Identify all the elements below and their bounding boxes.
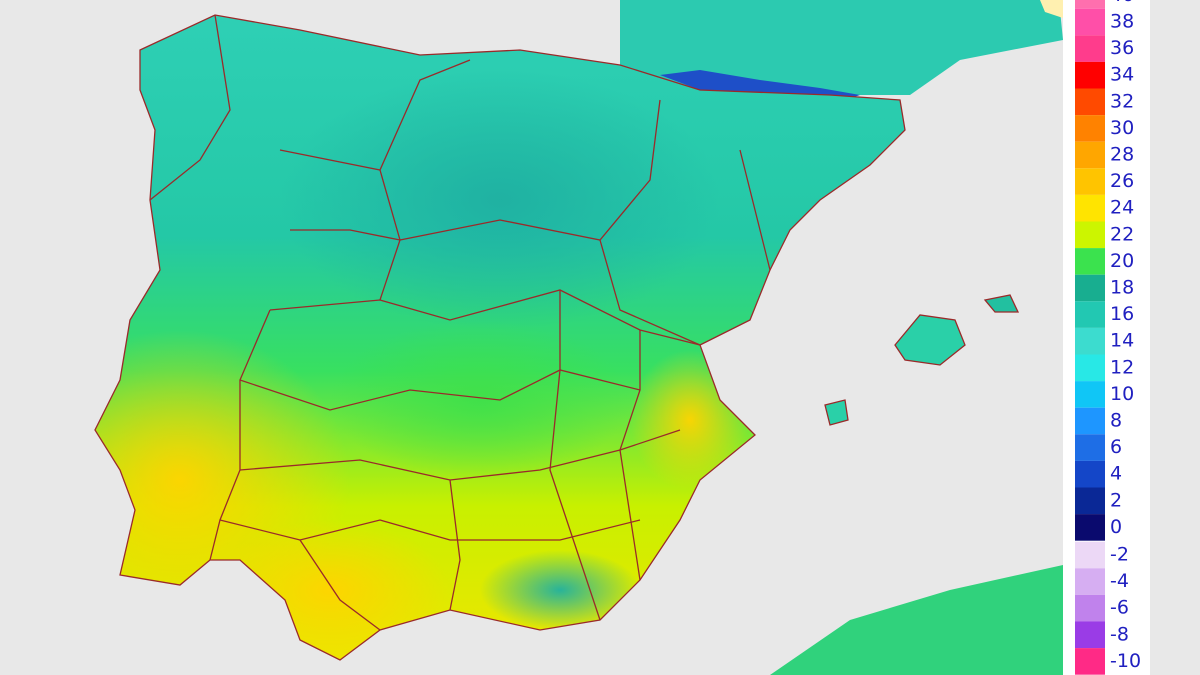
legend-swatch: [1075, 61, 1105, 89]
legend-swatch: [1075, 88, 1105, 116]
legend-label: -2: [1110, 544, 1129, 566]
legend-label: 34: [1110, 64, 1134, 86]
legend: 4038363432302826242220181614121086420-2-…: [1075, 0, 1141, 675]
legend-label: 36: [1110, 37, 1134, 59]
legend-swatch: [1075, 354, 1105, 382]
legend-swatch: [1075, 115, 1105, 142]
legend-swatch: [1075, 0, 1105, 9]
legend-label: 12: [1110, 356, 1134, 378]
legend-swatch: [1075, 594, 1105, 622]
legend-label: -4: [1110, 570, 1129, 592]
legend-label: 28: [1110, 144, 1134, 166]
mallorca: [894, 314, 966, 366]
legend-swatch: [1075, 487, 1105, 515]
legend-swatch: [1075, 194, 1105, 222]
corner-land: [1040, 0, 1063, 18]
legend-label: -10: [1110, 650, 1141, 672]
legend-swatch: [1075, 381, 1105, 408]
legend-label: 2: [1110, 489, 1122, 511]
legend-label: 20: [1110, 250, 1134, 272]
legend-label: 38: [1110, 11, 1134, 33]
legend-label: 4: [1110, 463, 1122, 485]
legend-swatch: [1075, 35, 1105, 62]
province-borders: [149, 14, 771, 631]
legend-swatch: [1075, 514, 1105, 541]
legend-swatch: [1075, 621, 1105, 649]
legend-label: 10: [1110, 383, 1134, 405]
legend-label: -8: [1110, 623, 1129, 645]
africa: [770, 565, 1063, 675]
legend-swatch: [1075, 141, 1105, 169]
legend-swatch: [1075, 541, 1105, 569]
legend-swatch: [1075, 274, 1105, 302]
legend-swatch: [1075, 648, 1105, 675]
legend-swatch: [1075, 327, 1105, 355]
legend-swatch: [1075, 168, 1105, 195]
legend-swatch: [1075, 8, 1105, 36]
legend-swatch: [1075, 407, 1105, 435]
legend-swatch: [1075, 434, 1105, 461]
legend-label: 6: [1110, 436, 1122, 458]
legend-swatch: [1075, 221, 1105, 249]
legend-label: 0: [1110, 516, 1122, 538]
legend-label: 30: [1110, 117, 1134, 139]
legend-label: 26: [1110, 170, 1134, 192]
legend-label: 40: [1110, 0, 1134, 6]
legend-swatch: [1075, 460, 1105, 488]
legend-label: 32: [1110, 90, 1134, 112]
legend-label: -6: [1110, 597, 1129, 619]
legend-label: 8: [1110, 410, 1122, 432]
legend-label: 24: [1110, 197, 1134, 219]
legend-label: 14: [1110, 330, 1134, 352]
legend-swatch: [1075, 568, 1105, 595]
legend-label: 22: [1110, 223, 1134, 245]
france: [620, 0, 1063, 95]
legend-label: 18: [1110, 277, 1134, 299]
legend-swatch: [1075, 248, 1105, 275]
menorca: [983, 294, 1020, 313]
legend-swatch: [1075, 301, 1105, 328]
coast: [94, 14, 906, 661]
margin: [1150, 0, 1200, 675]
ibiza: [824, 399, 849, 426]
legend-label: 16: [1110, 303, 1134, 325]
